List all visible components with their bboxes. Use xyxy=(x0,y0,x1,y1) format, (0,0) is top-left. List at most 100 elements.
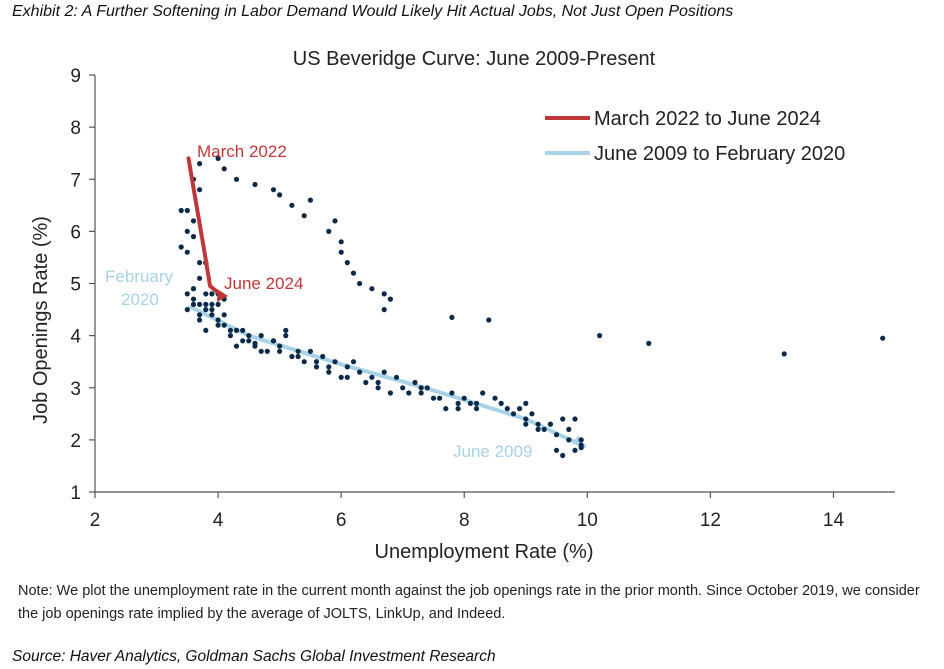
x-tick-label: 2 xyxy=(90,510,101,531)
y-tick-label: 5 xyxy=(70,275,81,296)
data-point xyxy=(578,437,584,443)
data-point xyxy=(203,327,209,333)
data-point xyxy=(203,307,209,313)
x-tick-label: 14 xyxy=(823,510,845,531)
recent-line-layer xyxy=(186,156,229,302)
data-point xyxy=(240,327,246,333)
data-point xyxy=(277,192,283,198)
data-point xyxy=(326,369,332,375)
data-point xyxy=(215,301,221,307)
data-point xyxy=(197,317,203,323)
x-axis-label: Unemployment Rate (%) xyxy=(375,541,594,563)
data-point xyxy=(184,228,190,234)
data-point xyxy=(510,411,517,417)
data-point xyxy=(277,343,283,349)
data-point xyxy=(535,426,541,432)
data-point xyxy=(566,437,572,443)
data-point xyxy=(289,202,295,208)
legend: March 2022 to June 2024 June 2009 to Feb… xyxy=(545,108,845,165)
data-point xyxy=(369,286,375,292)
data-point xyxy=(270,338,277,344)
data-point xyxy=(578,442,584,448)
data-point xyxy=(295,348,301,354)
data-point xyxy=(246,333,252,339)
data-point xyxy=(400,385,406,391)
plot-area xyxy=(178,155,886,459)
data-point xyxy=(326,228,332,234)
data-point xyxy=(344,364,350,370)
data-point xyxy=(369,374,375,380)
data-point xyxy=(209,307,215,313)
data-point xyxy=(375,379,381,386)
data-point xyxy=(178,207,184,214)
data-point xyxy=(338,374,344,380)
legend-label-recent: March 2022 to June 2024 xyxy=(594,108,821,130)
data-point xyxy=(406,390,412,396)
data-point xyxy=(492,395,498,401)
data-point xyxy=(190,286,197,292)
annotation-2020: 2020 xyxy=(121,290,159,309)
data-point xyxy=(326,364,332,370)
annotation-february: February xyxy=(105,267,174,286)
data-point xyxy=(498,400,504,406)
data-point xyxy=(646,340,652,346)
data-point xyxy=(880,335,886,341)
data-point xyxy=(197,275,203,281)
chart-note: Note: We plot the unemployment rate in t… xyxy=(18,583,920,622)
data-point xyxy=(283,327,289,333)
data-point xyxy=(307,348,313,354)
data-point xyxy=(233,327,240,333)
data-point xyxy=(529,411,535,417)
data-point xyxy=(443,406,449,412)
data-point xyxy=(430,395,437,401)
data-point xyxy=(455,406,461,412)
data-point xyxy=(541,426,547,432)
data-point xyxy=(295,353,301,360)
y-tick-label: 2 xyxy=(70,431,81,452)
data-point xyxy=(320,353,326,360)
data-point xyxy=(357,369,363,375)
data-point xyxy=(350,359,357,365)
data-point xyxy=(344,260,350,266)
data-point xyxy=(221,312,227,318)
markers-layer xyxy=(178,155,886,459)
data-point xyxy=(387,390,393,396)
x-tick-label: 10 xyxy=(577,510,598,531)
data-point xyxy=(381,369,387,375)
data-point xyxy=(307,197,313,203)
data-point xyxy=(240,338,246,344)
data-point xyxy=(350,270,357,276)
data-point xyxy=(184,307,190,313)
data-point xyxy=(597,333,603,339)
data-point xyxy=(357,280,363,287)
exhibit-title: Exhibit 2: A Further Softening in Labor … xyxy=(12,3,734,20)
data-point xyxy=(381,307,387,313)
data-point xyxy=(523,416,529,422)
data-point xyxy=(197,161,203,167)
data-point xyxy=(227,333,233,339)
data-point xyxy=(184,207,190,214)
data-point xyxy=(572,416,578,422)
data-point xyxy=(313,359,320,365)
y-tick-label: 6 xyxy=(70,222,81,243)
data-point xyxy=(197,312,203,318)
data-point xyxy=(209,312,215,318)
data-point xyxy=(203,301,209,307)
annotation-march-2022: March 2022 xyxy=(197,142,287,161)
data-point xyxy=(301,213,307,219)
x-tick-label: 6 xyxy=(336,510,347,531)
data-point xyxy=(197,187,203,193)
data-point xyxy=(190,301,197,307)
data-point xyxy=(473,400,480,406)
data-point xyxy=(486,317,492,323)
annotation-june-2009: June 2009 xyxy=(453,442,532,461)
data-point xyxy=(215,317,221,323)
data-point xyxy=(258,333,264,339)
data-point xyxy=(184,291,190,297)
data-point xyxy=(566,426,572,432)
data-point xyxy=(363,379,369,386)
recent-line-arrowhead xyxy=(217,288,229,302)
data-point xyxy=(381,291,387,297)
data-point xyxy=(178,244,184,250)
data-point xyxy=(572,447,578,453)
